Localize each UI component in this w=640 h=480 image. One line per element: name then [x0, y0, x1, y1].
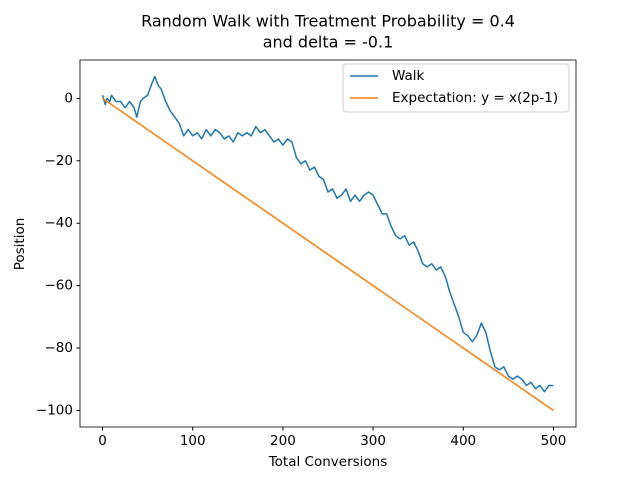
y-tick-label: −100 [36, 402, 73, 418]
y-tick-label: −80 [45, 340, 74, 356]
x-tick-label: 100 [180, 433, 206, 449]
y-tick-label: −60 [45, 278, 74, 294]
y-tick-label: −20 [45, 153, 74, 169]
x-tick-label: 0 [98, 433, 107, 449]
chart-title: and delta = -0.1 [263, 33, 394, 52]
plot-frame [79, 59, 577, 428]
x-tick-label: 200 [270, 433, 296, 449]
y-tick-label: −40 [45, 215, 74, 231]
y-axis-label: Position [12, 218, 28, 271]
series-line [102, 97, 554, 412]
y-tick-label: 0 [64, 90, 73, 106]
series-line [101, 75, 554, 393]
legend-label: Walk [392, 68, 425, 84]
x-tick-label: 300 [360, 433, 386, 449]
x-tick-label: 500 [541, 433, 567, 449]
legend-label: Expectation: y = x(2p-1) [392, 90, 558, 106]
legend-box [342, 63, 570, 113]
x-axis-label: Total Conversions [268, 454, 388, 470]
x-tick-label: 400 [450, 433, 476, 449]
chart-title: Random Walk with Treatment Probability =… [141, 12, 515, 31]
